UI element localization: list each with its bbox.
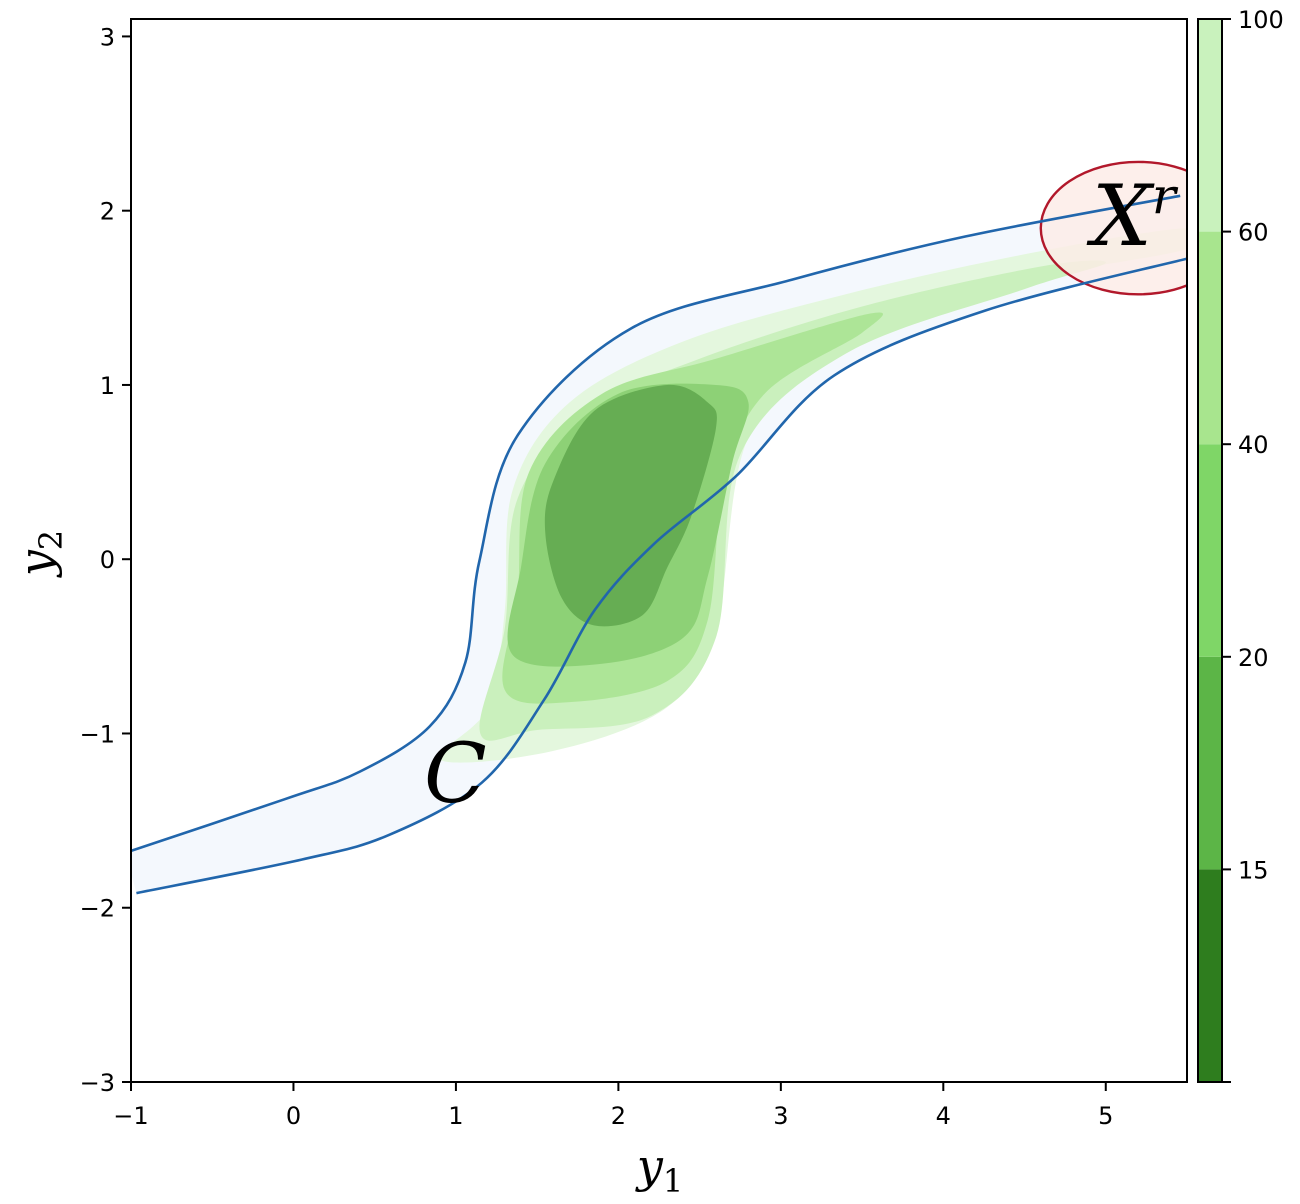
colorbar-tick-label: 15	[1238, 856, 1269, 884]
band-upper-edge	[131, 194, 1181, 853]
plot-frame	[130, 18, 1188, 1083]
x-tick-label: 2	[611, 1102, 626, 1130]
colorbar-segment	[1198, 656, 1222, 870]
colorbar-tick-label: 20	[1238, 644, 1269, 672]
y-tick-label: −2	[80, 895, 115, 923]
y-tick-label: −1	[80, 720, 115, 748]
colorbar: 15 20 40 60 100	[1198, 6, 1284, 1083]
colorbar-segment	[1198, 444, 1222, 657]
colorbar-segment	[1198, 19, 1222, 232]
y-axis-title-base: y	[9, 549, 63, 578]
colorbar-segment	[1198, 869, 1222, 1082]
y-tick-label: 1	[100, 372, 115, 400]
x-tick-label: 0	[286, 1102, 301, 1130]
y-tick-label: 2	[100, 198, 115, 226]
x-tick-label: 4	[936, 1102, 951, 1130]
colorbar-segment	[1198, 231, 1222, 445]
contour-level-4	[544, 384, 717, 627]
y-axis-ticks: −3 −2 −1 0 1 2 3	[80, 23, 131, 1097]
y-tick-label: 0	[100, 546, 115, 574]
y-tick-label: −3	[80, 1069, 115, 1097]
x-axis-title-sub: 1	[663, 1162, 683, 1200]
y-tick-label: 3	[100, 23, 115, 51]
x-tick-label: 1	[448, 1102, 463, 1130]
y-axis-title-sub: 2	[32, 530, 70, 550]
x-tick-label: −1	[113, 1102, 148, 1130]
colorbar-tick-label: 40	[1238, 431, 1269, 459]
region-label-base: X	[1086, 167, 1155, 265]
colorbar-tick-label: 60	[1238, 219, 1269, 247]
x-axis-title-base: y	[635, 1139, 664, 1193]
region-label-superscript: r	[1152, 167, 1179, 225]
x-axis-title: y1	[635, 1139, 683, 1200]
colorbar-frame	[1197, 18, 1223, 1083]
y-axis-title: y2	[9, 530, 70, 578]
region-label: Xr	[1086, 167, 1179, 265]
x-axis-ticks: −1 0 1 2 3 4 5	[113, 1082, 1113, 1130]
colorbar-tick-label: 100	[1238, 6, 1284, 34]
band-lower-edge	[136, 257, 1187, 895]
target-region-ellipse	[1039, 160, 1187, 296]
x-tick-label: 3	[773, 1102, 788, 1130]
band-label: C	[424, 727, 487, 822]
x-tick-label: 5	[1098, 1102, 1113, 1130]
